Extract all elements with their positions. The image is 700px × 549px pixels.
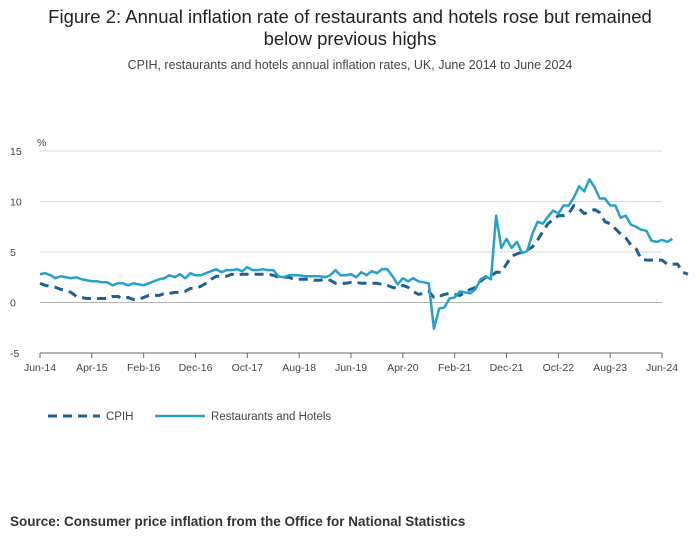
x-tick-label: Jun-14: [24, 362, 56, 374]
x-tick-label: Dec-21: [490, 362, 524, 374]
legend: CPIH Restaurants and Hotels: [48, 411, 331, 423]
legend-label-restaurants-hotels: Restaurants and Hotels: [211, 411, 331, 423]
chart-title-line-1: Figure 2: Annual inflation rate of resta…: [48, 6, 652, 27]
x-tick-label: Jun-24: [646, 362, 678, 374]
restaurants-hotels-series-line: [39, 178, 674, 331]
y-tick-label: -5: [10, 348, 19, 360]
x-tick-label: Aug-23: [593, 362, 627, 374]
cpih-series-line: [39, 204, 689, 301]
grid-lines: [40, 150, 662, 354]
y-tick-label: 15: [10, 146, 22, 158]
series-lines: [39, 178, 689, 331]
chart-title-line-2: below previous highs: [263, 28, 437, 49]
x-tick-label: Aug-18: [282, 362, 316, 374]
x-tick-label: Jun-19: [335, 362, 367, 374]
x-tick-label: Apr-15: [76, 362, 108, 374]
x-tick-label: Oct-22: [543, 362, 575, 374]
x-tick-label: Dec-16: [179, 362, 213, 374]
y-tick-label: 10: [10, 197, 22, 209]
y-tick-label: 0: [10, 298, 16, 310]
legend-label-cpih: CPIH: [106, 411, 133, 423]
x-tick-label: Feb-21: [438, 362, 471, 374]
y-tick-label: 5: [10, 247, 16, 259]
chart-title: Figure 2: Annual inflation rate of resta…: [0, 6, 700, 50]
source-note: Source: Consumer price inflation from th…: [10, 514, 466, 529]
x-tick-label: Feb-16: [127, 362, 160, 374]
chart-subtitle: CPIH, restaurants and hotels annual infl…: [127, 58, 573, 72]
line-chart: -5 0 5 10 15% Jun-14 Apr-15 Feb-16 Dec-16 Oct-17 A…: [10, 137, 689, 423]
y-axis-unit-label: %: [37, 137, 46, 149]
axes: -5 0 5 10 15% Jun-14 Apr-15 Feb-16 Dec-16 Oct-17 A…: [10, 137, 678, 374]
x-tick-label: Apr-20: [387, 362, 419, 374]
x-tick-label: Oct-17: [232, 362, 264, 374]
